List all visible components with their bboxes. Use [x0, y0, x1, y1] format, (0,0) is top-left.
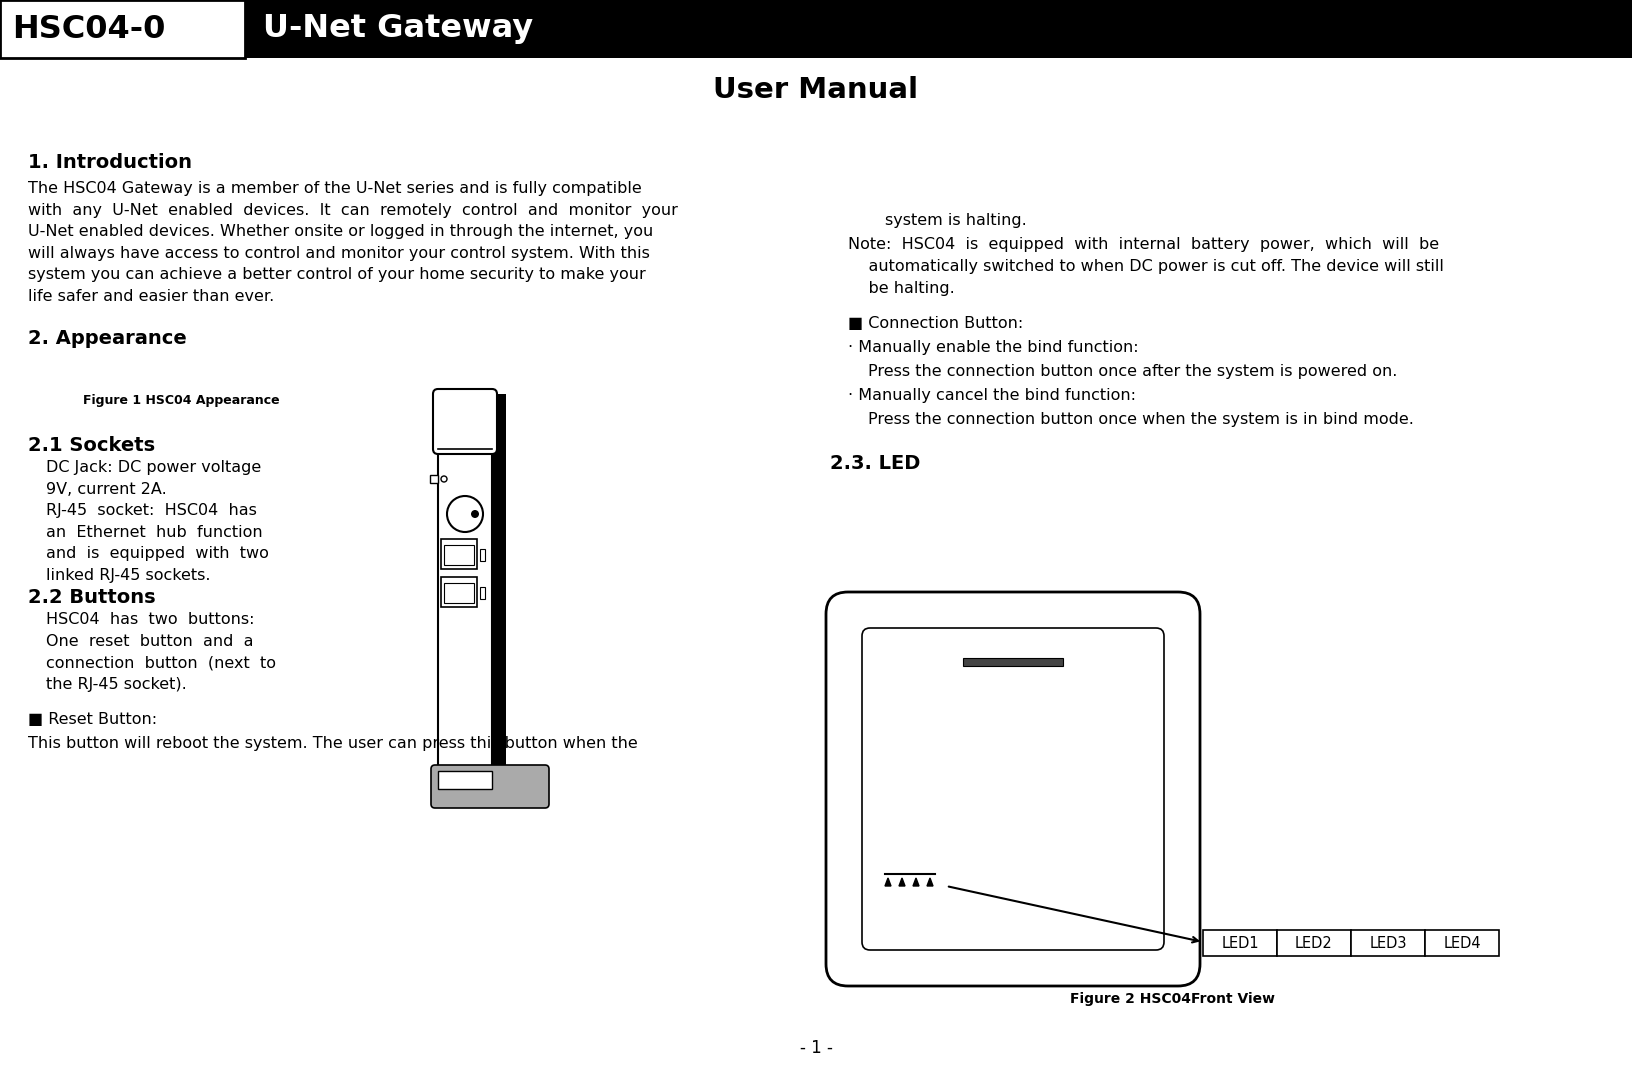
- Bar: [444, 583, 473, 603]
- Bar: [429, 475, 437, 483]
- Text: · Manually enable the bind function:: · Manually enable the bind function:: [849, 340, 1139, 355]
- Text: LED3: LED3: [1369, 935, 1407, 950]
- Text: This button will reboot the system. The user can press this button when the: This button will reboot the system. The …: [28, 735, 638, 752]
- Bar: [1351, 930, 1425, 956]
- Bar: [491, 394, 506, 774]
- Polygon shape: [885, 878, 891, 886]
- Text: Figure 2 HSC04Front View: Figure 2 HSC04Front View: [1071, 992, 1276, 1006]
- Bar: [0, 0, 245, 58]
- Bar: [480, 549, 485, 561]
- Text: 2.2 Buttons: 2.2 Buttons: [28, 588, 155, 607]
- Circle shape: [472, 510, 480, 518]
- Text: Press the connection button once when the system is in bind mode.: Press the connection button once when th…: [868, 412, 1413, 427]
- FancyBboxPatch shape: [431, 765, 548, 808]
- Polygon shape: [912, 878, 919, 886]
- Text: - 1 -: - 1 -: [800, 1039, 832, 1057]
- Text: The HSC04 Gateway is a member of the U-Net series and is fully compatible
with  : The HSC04 Gateway is a member of the U-N…: [28, 181, 677, 304]
- Text: · Manually cancel the bind function:: · Manually cancel the bind function:: [849, 388, 1136, 403]
- Text: system is halting.: system is halting.: [885, 213, 1027, 228]
- Text: 2.1 Sockets: 2.1 Sockets: [28, 436, 155, 455]
- Circle shape: [447, 496, 483, 532]
- Text: be halting.: be halting.: [849, 281, 955, 296]
- Text: Note:  HSC04  is  equipped  with  internal  battery  power,  which  will  be: Note: HSC04 is equipped with internal ba…: [849, 237, 1439, 252]
- Bar: [963, 659, 1062, 666]
- Text: 1. Introduction: 1. Introduction: [28, 153, 193, 172]
- Polygon shape: [927, 878, 934, 886]
- Text: ■ Reset Button:: ■ Reset Button:: [28, 712, 157, 727]
- FancyBboxPatch shape: [432, 389, 498, 454]
- Text: User Manual: User Manual: [713, 76, 919, 104]
- Circle shape: [441, 476, 447, 482]
- FancyBboxPatch shape: [826, 592, 1200, 986]
- Text: U-Net Gateway: U-Net Gateway: [263, 14, 534, 45]
- Text: LED2: LED2: [1296, 935, 1333, 950]
- Bar: [1276, 930, 1351, 956]
- Bar: [441, 577, 477, 607]
- Text: 2. Appearance: 2. Appearance: [28, 329, 186, 348]
- Text: HSC04-0: HSC04-0: [11, 14, 165, 45]
- Bar: [0, 0, 1632, 58]
- Text: DC Jack: DC power voltage
9V, current 2A.
RJ-45  socket:  HSC04  has
an  Etherne: DC Jack: DC power voltage 9V, current 2A…: [46, 460, 269, 583]
- Text: HSC04  has  two  buttons:
One  reset  button  and  a
connection  button  (next  : HSC04 has two buttons: One reset button …: [46, 611, 276, 692]
- Bar: [480, 587, 485, 599]
- Text: automatically switched to when DC power is cut off. The device will still: automatically switched to when DC power …: [849, 259, 1444, 274]
- Polygon shape: [899, 878, 906, 886]
- Text: ■ Connection Button:: ■ Connection Button:: [849, 316, 1023, 331]
- Text: Figure 1 HSC04 Appearance: Figure 1 HSC04 Appearance: [83, 394, 279, 407]
- Bar: [1425, 930, 1500, 956]
- FancyBboxPatch shape: [862, 628, 1164, 950]
- Bar: [441, 539, 477, 569]
- Bar: [1203, 930, 1276, 956]
- Text: Press the connection button once after the system is powered on.: Press the connection button once after t…: [868, 365, 1397, 379]
- Bar: [437, 771, 491, 789]
- Bar: [437, 394, 491, 774]
- Text: 2.3. LED: 2.3. LED: [831, 454, 920, 472]
- Text: LED4: LED4: [1443, 935, 1480, 950]
- Text: LED1: LED1: [1221, 935, 1258, 950]
- Bar: [444, 545, 473, 566]
